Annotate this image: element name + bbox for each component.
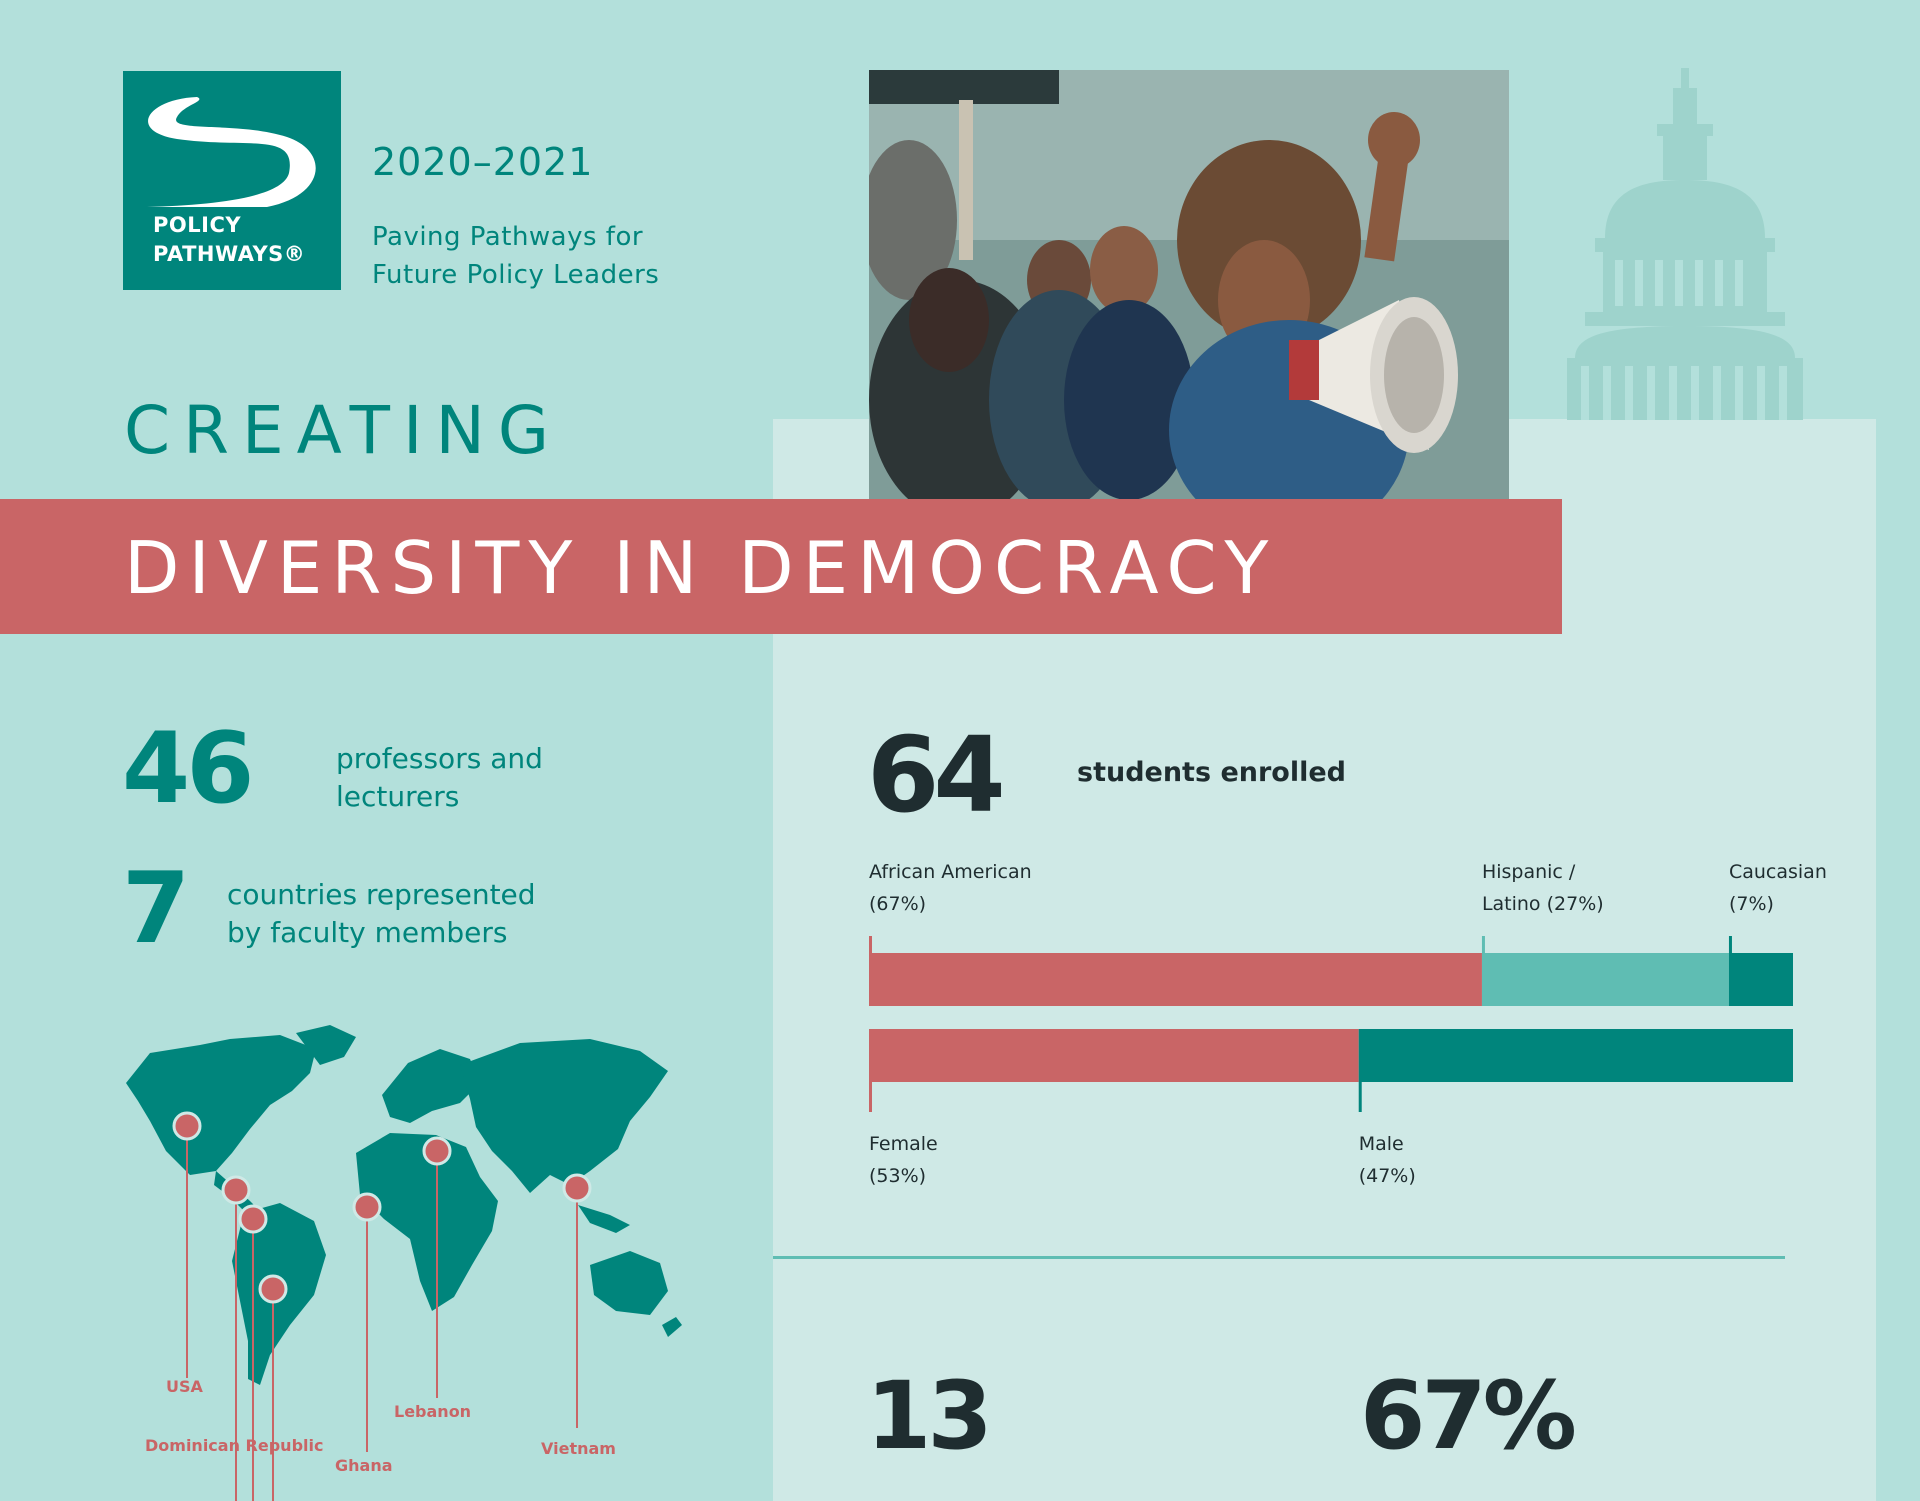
bar-tick: [869, 936, 872, 953]
banner-title: DIVERSITY IN DEMOCRACY: [124, 526, 1278, 610]
pin-ghana[interactable]: [352, 1192, 382, 1222]
students-label: students enrolled: [1077, 757, 1346, 788]
bar-segment-female: [869, 1029, 1359, 1082]
professors-label-line-1: professors and: [336, 742, 543, 775]
bar-label: Caucasian (7%): [1729, 856, 1827, 920]
tagline-line-1: Paving Pathways for: [372, 222, 644, 252]
countries-label-line-2: by faculty members: [227, 916, 508, 949]
stat-left-value: 13: [866, 1362, 993, 1471]
bar-label-line-2: (47%): [1358, 1165, 1416, 1187]
bar-label: Male (47%): [1359, 1128, 1416, 1192]
bar-tick: [1728, 936, 1732, 953]
country-label-dominican-republic: Dominican Republic: [145, 1436, 324, 1455]
tagline-line-2: Future Policy Leaders: [372, 260, 660, 290]
country-label-ghana: Ghana: [335, 1456, 393, 1475]
road-logo-icon: [147, 97, 316, 207]
bar-label-line-2: (53%): [869, 1165, 927, 1187]
pin-lebanon[interactable]: [422, 1136, 452, 1166]
bar-segment-male: [1358, 1029, 1793, 1082]
logo-text-pathways: PATHWAYS®: [153, 242, 306, 266]
bar-label-line-2: (67%): [869, 893, 927, 915]
bar-label-line-1: Hispanic /: [1481, 861, 1576, 883]
bar-label-line-1: Female: [869, 1133, 938, 1155]
title-banner: [0, 499, 1562, 634]
country-label-lebanon: Lebanon: [394, 1402, 472, 1421]
pin-south-america[interactable]: [258, 1274, 288, 1304]
map-pins: [172, 1111, 592, 1501]
professors-label-line-2: lecturers: [336, 780, 460, 813]
bar-label-line-2: (7%): [1728, 893, 1774, 915]
bar-tick: [1481, 936, 1485, 953]
bar-label-line-1: African American: [869, 861, 1032, 883]
capitol-dome-icon: [1567, 68, 1803, 420]
professors-label: professors and lecturers: [336, 740, 543, 816]
protest-photo: [869, 70, 1509, 500]
section-divider: [773, 1256, 1785, 1259]
country-label-vietnam: Vietnam: [541, 1439, 616, 1458]
bar-label: Female (53%): [869, 1128, 938, 1192]
bar-label: Hispanic / Latino (27%): [1482, 856, 1604, 920]
countries-label: countries represented by faculty members: [227, 876, 536, 952]
logo-text-policy: POLICY: [153, 213, 242, 237]
bar-label-line-1: Male: [1358, 1133, 1404, 1155]
policy-pathways-logo: POLICY PATHWAYS®: [123, 71, 341, 290]
bar-segment-african-american: [869, 953, 1482, 1006]
bar-segment-caucasian: [1728, 953, 1793, 1006]
stat-right-value: 67%: [1360, 1362, 1577, 1471]
bar-label: African American (67%): [869, 856, 1032, 920]
pin-vietnam[interactable]: [562, 1173, 592, 1203]
students-count: 64: [867, 714, 1006, 836]
bar-tick: [1358, 1082, 1362, 1112]
bar-label-line-2: Latino (27%): [1481, 893, 1604, 915]
professors-count: 46: [122, 712, 254, 826]
pin-usa[interactable]: [172, 1111, 202, 1141]
country-label-usa: USA: [166, 1377, 203, 1396]
title-creating: CREATING: [124, 392, 562, 469]
protest-illustration: [869, 70, 1509, 500]
bar-tick: [869, 1082, 872, 1112]
years-heading: 2020–2021: [372, 140, 594, 184]
countries-count: 7: [122, 852, 190, 966]
pin-dominican-republic-1[interactable]: [221, 1175, 251, 1205]
bar-segment-hispanic-latino: [1481, 953, 1729, 1006]
pin-dominican-republic-2[interactable]: [238, 1204, 268, 1234]
bar-label-line-1: Caucasian: [1728, 861, 1827, 883]
countries-label-line-1: countries represented: [227, 878, 536, 911]
